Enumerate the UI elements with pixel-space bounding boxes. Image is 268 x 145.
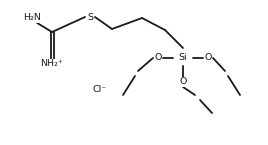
Text: S: S	[87, 12, 93, 21]
Text: NH₂⁺: NH₂⁺	[40, 59, 64, 68]
Text: O: O	[179, 77, 187, 87]
Text: O: O	[154, 54, 162, 62]
Text: O: O	[204, 54, 212, 62]
Text: H₂N: H₂N	[23, 13, 41, 22]
Text: Cl⁻: Cl⁻	[93, 86, 107, 95]
Text: Si: Si	[179, 54, 187, 62]
